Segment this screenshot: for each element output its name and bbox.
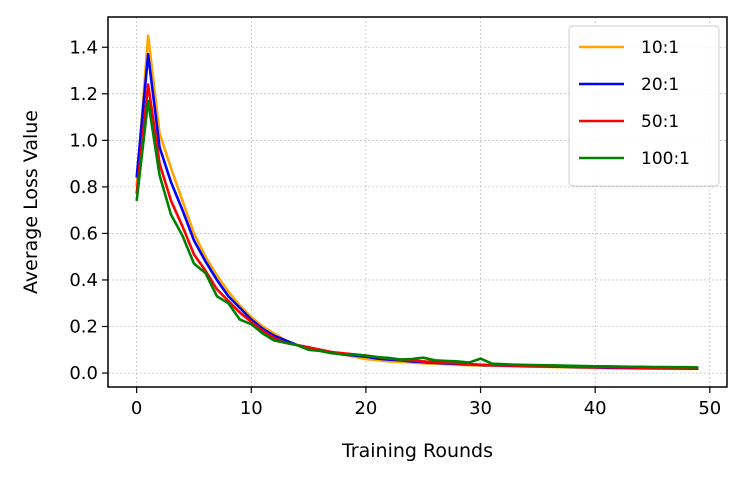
legend-box bbox=[568, 25, 720, 187]
axis-ticks: 0 10 20 30 40 50 0.0 0.2 0.4 0.6 0.8 1.0 1.2 1.4 bbox=[69, 37, 721, 419]
y-tick-label: 0.2 bbox=[69, 316, 98, 337]
y-tick-label: 0.4 bbox=[69, 270, 98, 291]
x-tick-label: 20 bbox=[354, 398, 377, 419]
legend-label: 10:1 bbox=[641, 38, 679, 58]
legend-label: 50:1 bbox=[641, 112, 679, 132]
y-axis-title: Average Loss Value bbox=[20, 110, 42, 294]
x-tick-label: 30 bbox=[469, 398, 492, 419]
y-tick-label: 0.8 bbox=[69, 177, 98, 198]
x-axis-title: Training Rounds bbox=[341, 440, 493, 462]
x-tick-label: 50 bbox=[698, 398, 721, 419]
x-tick-label: 40 bbox=[584, 398, 607, 419]
series-line-100-1 bbox=[135, 99, 699, 369]
y-tick-label: 0.6 bbox=[69, 223, 98, 244]
y-tick-label: 0.0 bbox=[69, 363, 98, 384]
plot-area-frame bbox=[107, 16, 728, 388]
y-tick-label: 1.0 bbox=[69, 130, 98, 151]
x-tick-label: 10 bbox=[240, 398, 263, 419]
legend-label: 100:1 bbox=[641, 149, 690, 169]
legend-label: 20:1 bbox=[641, 75, 679, 95]
y-tick-label: 1.2 bbox=[69, 84, 98, 105]
x-tick-label: 0 bbox=[131, 398, 142, 419]
series-lines bbox=[135, 34, 699, 371]
y-tick-label: 1.4 bbox=[69, 37, 98, 58]
legend: 10:1 20:1 50:1 100:1 bbox=[568, 25, 720, 187]
